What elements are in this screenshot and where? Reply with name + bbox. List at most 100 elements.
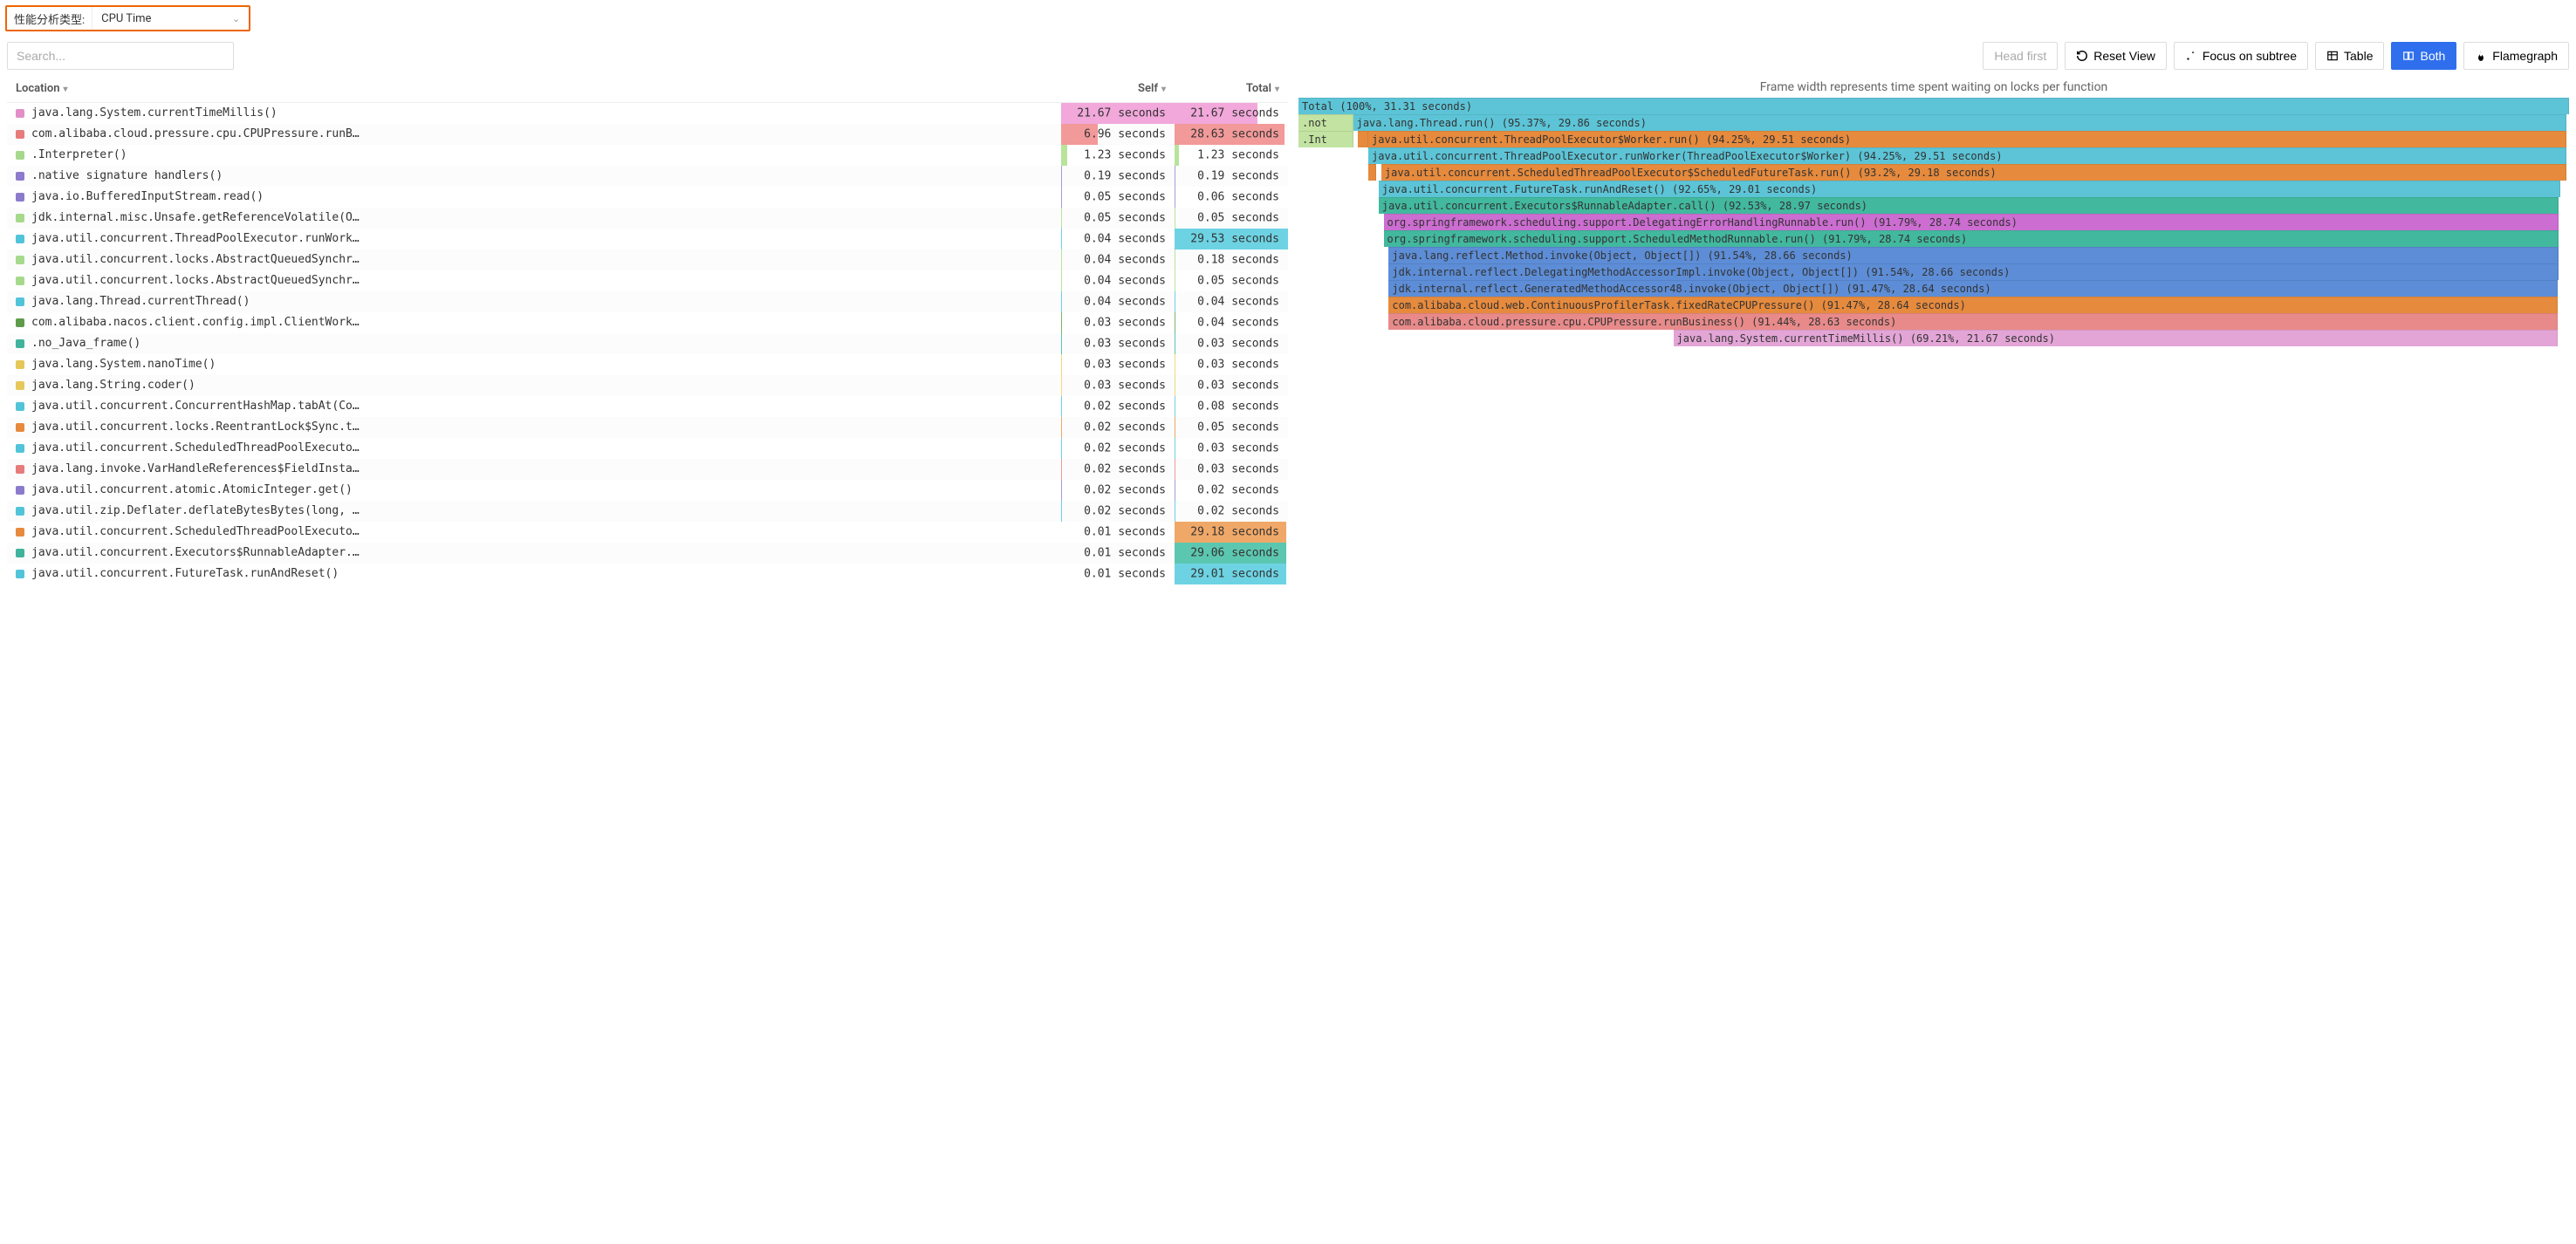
self-value: 0.19 seconds: [1084, 169, 1166, 182]
flame-frame[interactable]: java.lang.reflect.Method.invoke(Object, …: [1388, 247, 2559, 263]
table-row[interactable]: java.lang.invoke.VarHandleReferences$Fie…: [7, 459, 1288, 480]
table-row[interactable]: java.util.concurrent.ConcurrentHashMap.t…: [7, 396, 1288, 417]
total-value: 0.03 seconds: [1197, 441, 1279, 455]
sort-icon: ▾: [1275, 85, 1279, 94]
flame-frame[interactable]: jdk.internal.reflect.DelegatingMethodAcc…: [1388, 263, 2559, 280]
self-value: 0.02 seconds: [1084, 400, 1166, 413]
flame-frame[interactable]: java.util.concurrent.ThreadPoolExecutor.…: [1368, 147, 2566, 164]
table-row[interactable]: java.io.BufferedInputStream.read()0.05 s…: [7, 187, 1288, 208]
search-input[interactable]: [7, 42, 234, 70]
flame-frame[interactable]: org.springframework.scheduling.support.D…: [1384, 214, 2559, 230]
type-select[interactable]: CPU Time ⌄: [92, 7, 249, 30]
location-text: .native signature handlers(): [31, 169, 223, 182]
col-self[interactable]: Self▾: [1061, 75, 1175, 103]
flame-row: java.util.concurrent.ThreadPoolExecutor.…: [1298, 147, 2569, 164]
self-value: 21.67 seconds: [1077, 106, 1166, 120]
flame-frame[interactable]: java.util.concurrent.FutureTask.runAndRe…: [1379, 181, 2560, 197]
total-value: 0.02 seconds: [1197, 504, 1279, 517]
table-row[interactable]: java.lang.System.currentTimeMillis()21.6…: [7, 103, 1288, 124]
flame-frame[interactable]: java.util.concurrent.ThreadPoolExecutor$…: [1368, 131, 2566, 147]
color-swatch: [16, 214, 24, 222]
flame-frame[interactable]: .Int: [1298, 131, 1353, 147]
flame-frame[interactable]: java.lang.Thread.run() (95.37%, 29.86 se…: [1353, 114, 2566, 131]
flame-frame[interactable]: Total (100%, 31.31 seconds): [1298, 98, 2569, 114]
flame-frame[interactable]: [1358, 131, 1368, 147]
table-row[interactable]: .native signature handlers() 0.19 seconds…: [7, 166, 1288, 187]
table-row[interactable]: java.util.zip.Deflater.deflateBytesBytes…: [7, 501, 1288, 522]
self-value: 0.03 seconds: [1084, 316, 1166, 329]
self-value: 0.03 seconds: [1084, 358, 1166, 371]
total-value: 0.03 seconds: [1197, 462, 1279, 475]
self-value: 1.23 seconds: [1084, 148, 1166, 161]
flame-row: org.springframework.scheduling.support.S…: [1298, 230, 2569, 247]
location-text: com.alibaba.cloud.pressure.cpu.CPUPressu…: [31, 127, 363, 140]
table-row[interactable]: java.util.concurrent.FutureTask.runAndRe…: [7, 564, 1288, 584]
flame-frame[interactable]: com.alibaba.cloud.pressure.cpu.CPUPressu…: [1388, 313, 2558, 330]
table-row[interactable]: java.util.concurrent.ScheduledThreadPool…: [7, 522, 1288, 543]
col-location[interactable]: Location▾: [7, 75, 1061, 103]
total-value: 0.03 seconds: [1197, 337, 1279, 350]
focus-icon: [2185, 50, 2197, 62]
total-value: 0.19 seconds: [1197, 169, 1279, 182]
flame-frame[interactable]: .not: [1298, 114, 1353, 131]
reset-view-button[interactable]: Reset View: [2065, 42, 2167, 70]
location-text: java.lang.invoke.VarHandleReferences$Fie…: [31, 462, 363, 475]
flame-frame[interactable]: com.alibaba.cloud.web.ContinuousProfiler…: [1388, 297, 2558, 313]
total-value: 29.06 seconds: [1190, 546, 1279, 559]
flame-row: jdk.internal.reflect.GeneratedMethodAcce…: [1298, 280, 2569, 297]
self-value: 0.01 seconds: [1084, 546, 1166, 559]
flamegraph-view-button[interactable]: Flamegraph: [2463, 42, 2569, 70]
table-row[interactable]: jdk.internal.misc.Unsafe.getReferenceVol…: [7, 208, 1288, 229]
head-first-button[interactable]: Head first: [1983, 42, 2058, 70]
col-total[interactable]: Total▾: [1175, 75, 1288, 103]
flame-frame[interactable]: org.springframework.scheduling.support.S…: [1384, 230, 2559, 247]
location-text: java.lang.System.nanoTime(): [31, 358, 216, 371]
both-view-button[interactable]: Both: [2391, 42, 2456, 70]
color-swatch: [16, 360, 24, 369]
color-swatch: [16, 381, 24, 390]
total-value: 0.03 seconds: [1197, 358, 1279, 371]
self-value: 0.04 seconds: [1084, 295, 1166, 308]
flame-frame[interactable]: jdk.internal.reflect.GeneratedMethodAcce…: [1388, 280, 2558, 297]
color-swatch: [16, 465, 24, 474]
total-value: 29.18 seconds: [1190, 525, 1279, 538]
table-row[interactable]: java.util.concurrent.ThreadPoolExecutor.…: [7, 229, 1288, 249]
total-value: 21.67 seconds: [1190, 106, 1279, 120]
total-value: 0.05 seconds: [1197, 274, 1279, 287]
table-row[interactable]: java.util.concurrent.locks.AbstractQueue…: [7, 249, 1288, 270]
focus-subtree-button[interactable]: Focus on subtree: [2174, 42, 2308, 70]
table-row[interactable]: .no_Java_frame()0.03 seconds0.03 seconds: [7, 333, 1288, 354]
profiling-type-selector[interactable]: 性能分析类型: CPU Time ⌄: [5, 5, 250, 31]
location-text: java.util.concurrent.FutureTask.runAndRe…: [31, 567, 339, 580]
table-row[interactable]: java.util.concurrent.Executors$RunnableA…: [7, 543, 1288, 564]
table-row[interactable]: java.util.concurrent.locks.AbstractQueue…: [7, 270, 1288, 291]
table-row[interactable]: java.util.concurrent.atomic.AtomicIntege…: [7, 480, 1288, 501]
total-value: 0.04 seconds: [1197, 295, 1279, 308]
self-value: 0.05 seconds: [1084, 190, 1166, 203]
flamegraph[interactable]: Total (100%, 31.31 seconds).notjava.lang…: [1298, 98, 2569, 346]
table-row[interactable]: com.alibaba.nacos.client.config.impl.Cli…: [7, 312, 1288, 333]
location-text: java.util.concurrent.Executors$RunnableA…: [31, 546, 363, 559]
table-view-button[interactable]: Table: [2315, 42, 2384, 70]
table-row[interactable]: com.alibaba.cloud.pressure.cpu.CPUPressu…: [7, 124, 1288, 145]
self-value: 0.01 seconds: [1084, 567, 1166, 580]
table-row[interactable]: java.lang.System.nanoTime() 0.03 seconds 0…: [7, 354, 1288, 375]
total-value: 0.08 seconds: [1197, 400, 1279, 413]
flame-frame[interactable]: java.lang.System.currentTimeMillis() (69…: [1674, 330, 2558, 346]
color-swatch: [16, 318, 24, 327]
location-text: java.util.concurrent.locks.AbstractQueue…: [31, 253, 363, 266]
view-controls: Head first Reset View Focus on subtree T…: [1983, 42, 2569, 70]
flame-frame[interactable]: java.util.concurrent.Executors$RunnableA…: [1379, 197, 2559, 214]
table-row[interactable]: java.util.concurrent.ScheduledThreadPool…: [7, 438, 1288, 459]
flame-frame[interactable]: java.util.concurrent.ScheduledThreadPool…: [1381, 164, 2566, 181]
flame-frame[interactable]: [1368, 164, 1376, 181]
both-icon: [2402, 50, 2415, 62]
self-value: 0.02 seconds: [1084, 504, 1166, 517]
flame-row: java.util.concurrent.Executors$RunnableA…: [1298, 197, 2569, 214]
color-swatch: [16, 570, 24, 578]
self-value: 0.02 seconds: [1084, 483, 1166, 496]
table-row[interactable]: java.lang.String.coder()0.03 seconds0.03…: [7, 375, 1288, 396]
table-row[interactable]: java.lang.Thread.currentThread()0.04 sec…: [7, 291, 1288, 312]
table-row[interactable]: .Interpreter()1.23 seconds1.23 seconds: [7, 145, 1288, 166]
table-row[interactable]: java.util.concurrent.locks.ReentrantLock…: [7, 417, 1288, 438]
